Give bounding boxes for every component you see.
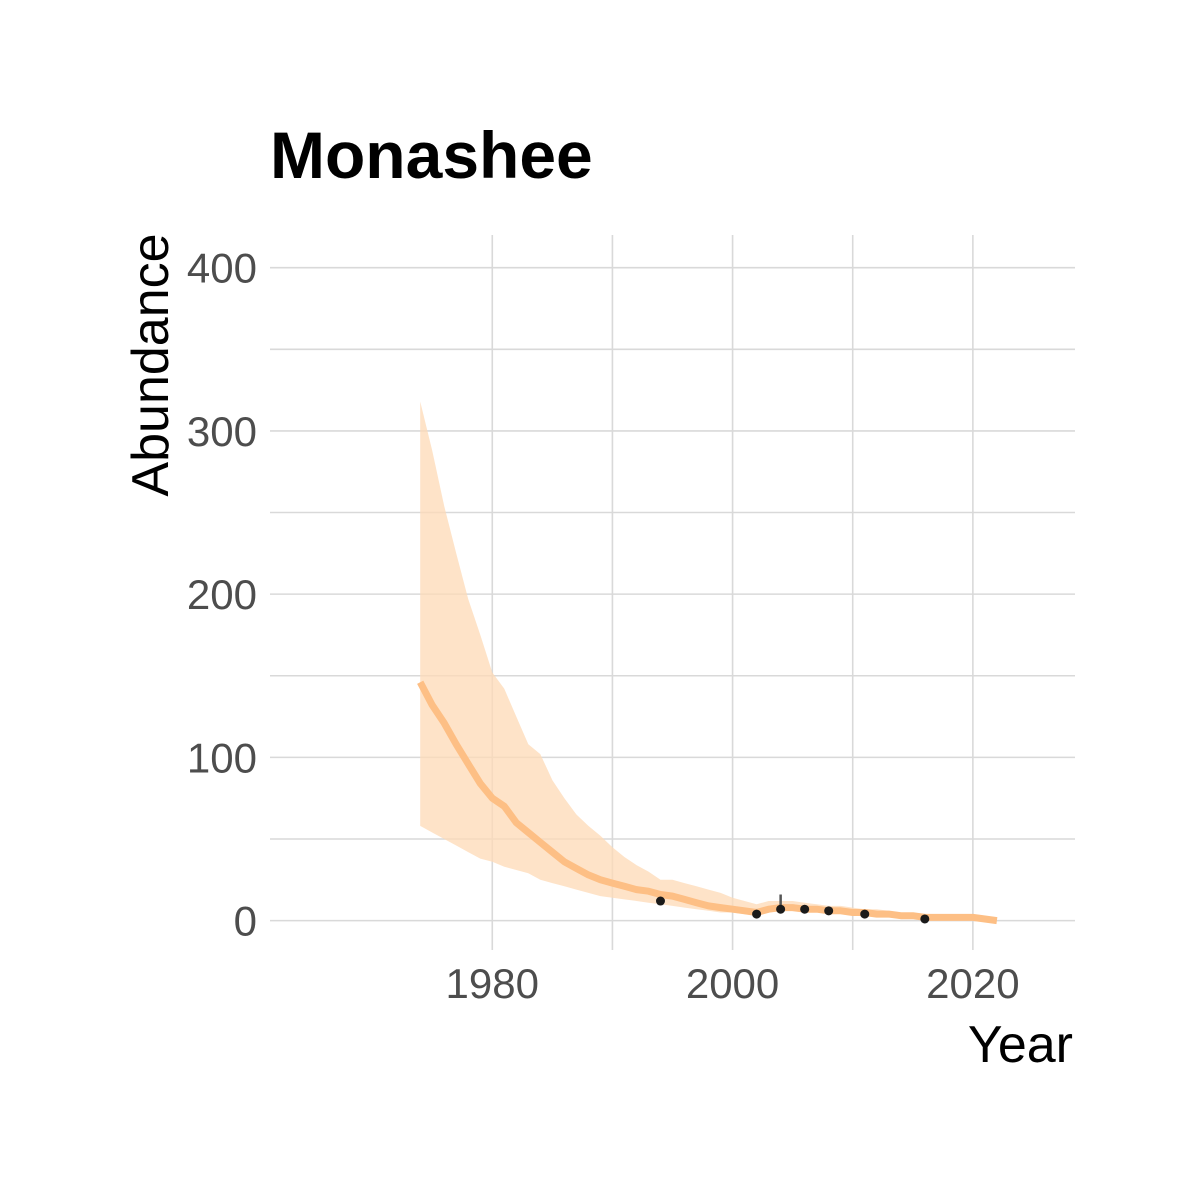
y-tick-label: 400 — [187, 245, 257, 292]
x-tick-label: 2000 — [686, 960, 779, 1007]
observation-point — [776, 904, 786, 914]
tick-labels: 0 100 200 300 400 1980 2000 2020 — [187, 245, 1020, 1007]
observation-point — [752, 909, 762, 919]
y-tick-label: 0 — [234, 898, 257, 945]
y-axis-title: Abundance — [122, 233, 180, 496]
observation-point — [860, 909, 870, 919]
y-tick-label: 100 — [187, 734, 257, 781]
y-tick-label: 300 — [187, 408, 257, 455]
trend-line — [417, 680, 998, 925]
observation-point — [824, 906, 834, 916]
x-axis-title: Year — [968, 1016, 1073, 1074]
chart-title: Monashee — [270, 118, 593, 192]
x-tick-label: 2020 — [926, 960, 1019, 1007]
observation-point — [655, 896, 665, 906]
observations-layer — [655, 894, 930, 924]
confidence-band-layer — [420, 401, 997, 921]
y-tick-label: 200 — [187, 571, 257, 618]
x-tick-label: 1980 — [446, 960, 539, 1007]
observation-point — [920, 914, 930, 924]
observation-point — [800, 904, 810, 914]
confidence-band — [420, 401, 997, 921]
trend-line-layer — [417, 680, 998, 925]
grid — [270, 235, 1075, 950]
